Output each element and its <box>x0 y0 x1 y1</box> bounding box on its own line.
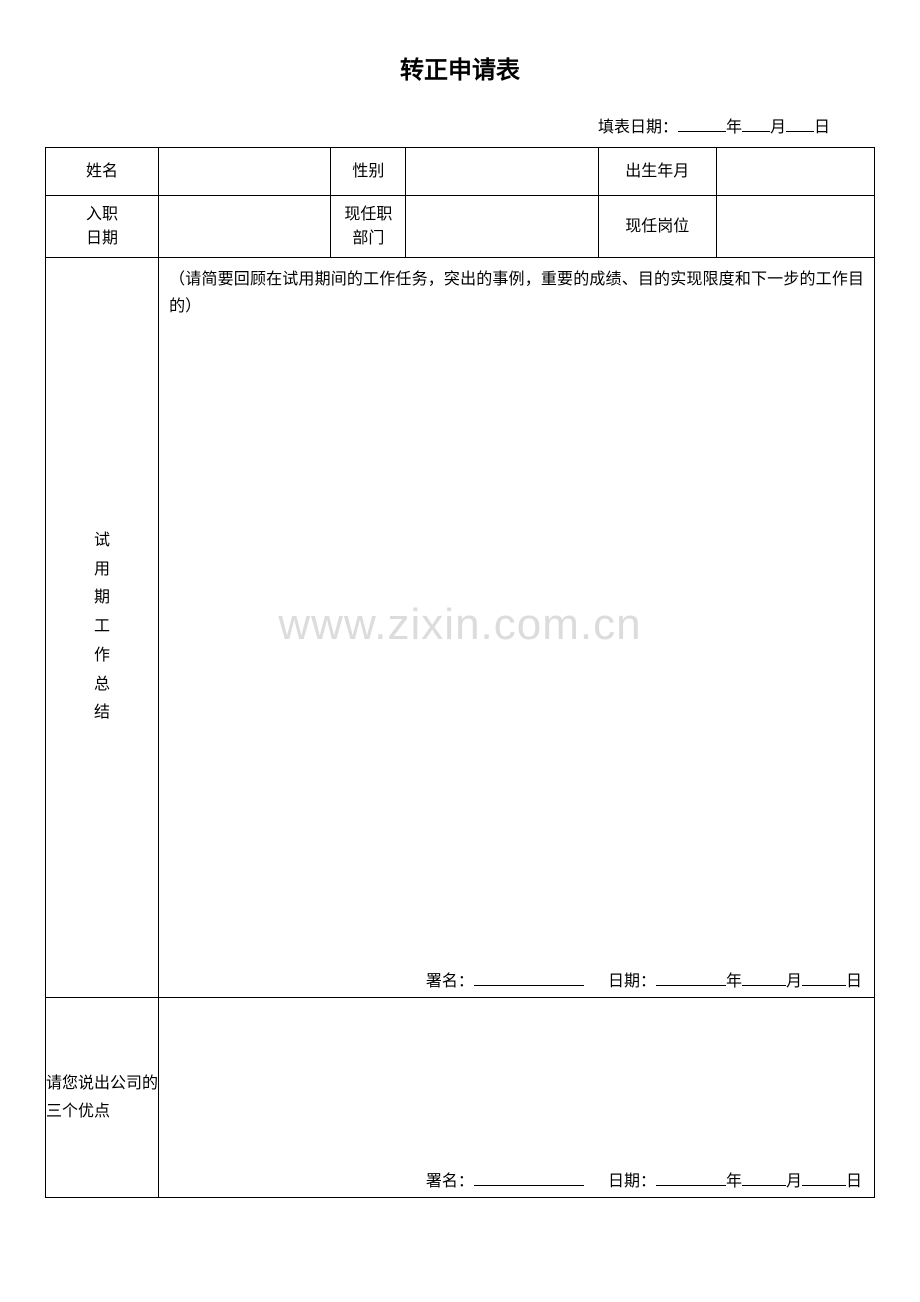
fill-year-blank[interactable] <box>678 116 726 132</box>
table-row: 入职 日期 现任职 部门 现任岗位 <box>46 196 875 258</box>
sign-day-suffix: 日 <box>846 973 862 990</box>
advantages-content-cell[interactable]: 署名： 日期： 年 月 日 <box>159 998 875 1198</box>
entry-date-l2: 日期 <box>86 230 118 247</box>
sign-month-suffix: 月 <box>786 1173 802 1190</box>
position-label: 现任岗位 <box>598 196 716 258</box>
gender-field[interactable] <box>406 148 598 196</box>
sign-year-suffix: 年 <box>726 973 742 990</box>
table-row: 请您说出公司的三个优点 署名： 日期： 年 月 日 <box>46 998 875 1198</box>
vchar: 总 <box>46 671 158 700</box>
fill-date-line: 填表日期： 年 月 日 <box>45 113 875 137</box>
vchar: 结 <box>46 699 158 728</box>
dept-field[interactable] <box>406 196 598 258</box>
advantages-label: 请您说出公司的三个优点 <box>46 998 159 1198</box>
birth-field[interactable] <box>716 148 874 196</box>
table-row: 试 用 期 工 作 总 结 （请简要回顾在试用期间的工作任务，突出的事例，重要的… <box>46 258 875 998</box>
dept-label: 现任职 部门 <box>331 196 406 258</box>
fill-month-blank[interactable] <box>742 116 770 132</box>
sign-name-blank[interactable] <box>474 970 584 986</box>
vchar: 试 <box>46 527 158 556</box>
sign-day-blank[interactable] <box>802 1170 846 1186</box>
sign-day-suffix: 日 <box>846 1173 862 1190</box>
summary-content-cell[interactable]: （请简要回顾在试用期间的工作任务，突出的事例，重要的成绩、目的实现限度和下一步的… <box>159 258 875 998</box>
fill-date-prefix: 填表日期： <box>598 119 678 136</box>
form-page: 转正申请表 填表日期：年月日 姓名 性别 出生年月 入职 日期 <box>0 0 920 1302</box>
birth-label: 出生年月 <box>598 148 716 196</box>
name-label: 姓名 <box>46 148 159 196</box>
date-label: 日期： <box>608 1173 656 1190</box>
month-suffix: 月 <box>770 119 786 136</box>
sign-label: 署名： <box>426 1173 474 1190</box>
entry-date-field[interactable] <box>159 196 331 258</box>
sign-label: 署名： <box>426 973 474 990</box>
sign-month-blank[interactable] <box>742 970 786 986</box>
sign-month-blank[interactable] <box>742 1170 786 1186</box>
entry-date-label: 入职 日期 <box>46 196 159 258</box>
advantages-sign-line: 署名： 日期： 年 月 日 <box>159 1167 862 1191</box>
sign-year-blank[interactable] <box>656 1170 726 1186</box>
sign-year-blank[interactable] <box>656 970 726 986</box>
entry-date-l1: 入职 <box>86 206 118 223</box>
vchar: 期 <box>46 584 158 613</box>
application-table: 姓名 性别 出生年月 入职 日期 现任职 部门 现任岗位 试 用 <box>45 147 875 1198</box>
name-field[interactable] <box>159 148 331 196</box>
summary-vertical-label: 试 用 期 工 作 总 结 <box>46 258 159 998</box>
dept-l1: 现任职 <box>344 206 392 223</box>
vchar: 工 <box>46 613 158 642</box>
year-suffix: 年 <box>726 119 742 136</box>
vchar: 作 <box>46 642 158 671</box>
dept-l2: 部门 <box>352 230 384 247</box>
gender-label: 性别 <box>331 148 406 196</box>
page-title: 转正申请表 <box>45 50 875 85</box>
sign-year-suffix: 年 <box>726 1173 742 1190</box>
vchar: 用 <box>46 556 158 585</box>
position-field[interactable] <box>716 196 874 258</box>
day-suffix: 日 <box>814 119 830 136</box>
sign-name-blank[interactable] <box>474 1170 584 1186</box>
fill-day-blank[interactable] <box>786 116 814 132</box>
summary-sign-line: 署名： 日期： 年 月 日 <box>159 967 862 991</box>
summary-prompt: （请简要回顾在试用期间的工作任务，突出的事例，重要的成绩、目的实现限度和下一步的… <box>169 266 864 320</box>
sign-day-blank[interactable] <box>802 970 846 986</box>
date-label: 日期： <box>608 973 656 990</box>
table-row: 姓名 性别 出生年月 <box>46 148 875 196</box>
sign-month-suffix: 月 <box>786 973 802 990</box>
